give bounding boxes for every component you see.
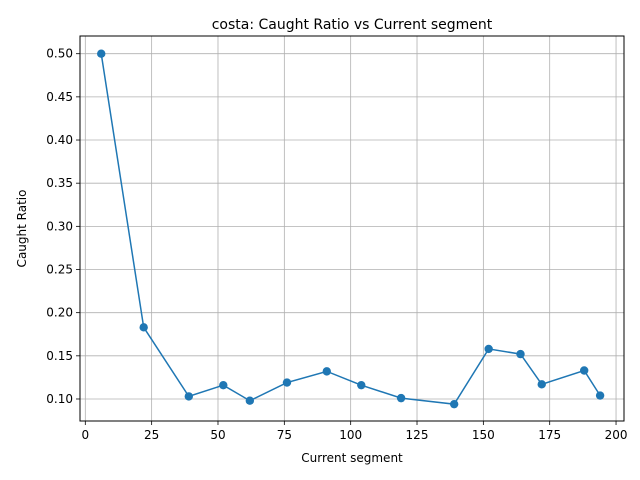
x-tick-label: 200 (605, 428, 628, 442)
y-tick-label: 0.30 (46, 219, 73, 233)
y-tick-label: 0.40 (46, 133, 73, 147)
y-axis-label: Caught Ratio (15, 190, 29, 268)
x-tick-label: 75 (277, 428, 292, 442)
y-tick-label: 0.45 (46, 90, 73, 104)
x-tick-label: 0 (81, 428, 89, 442)
x-tick-label: 100 (339, 428, 362, 442)
y-tick-label: 0.50 (46, 47, 73, 61)
data-point (484, 344, 493, 354)
data-point (595, 391, 605, 400)
y-tick-label: 0.10 (46, 392, 73, 406)
data-point (537, 380, 546, 389)
y-tick-label: 0.20 (46, 306, 73, 320)
x-tick-label: 125 (406, 428, 429, 442)
data-point (282, 378, 292, 387)
chart-title: costa: Caught Ratio vs Current segment (212, 17, 493, 33)
axis-ticks: 0 25 50 75 100 125 150 175 200 0.10 0.15 0.20 0.25 0.… (46, 47, 627, 442)
data-point (396, 393, 406, 403)
data-point (97, 49, 106, 58)
data-point (184, 392, 193, 401)
x-axis-label: Current segment (301, 451, 403, 465)
grid-lines (80, 36, 624, 421)
data-point (322, 367, 331, 376)
x-tick-label: 150 (472, 428, 495, 442)
series-group (97, 49, 605, 409)
y-tick-label: 0.15 (46, 349, 73, 363)
data-point (219, 380, 228, 390)
y-tick-label: 0.35 (46, 176, 73, 190)
data-point (245, 396, 255, 405)
data-point (579, 366, 589, 375)
x-tick-label: 25 (144, 428, 159, 442)
data-point (516, 349, 525, 359)
plot-frame (79, 35, 625, 422)
x-tick-label: 175 (538, 428, 561, 442)
data-point (139, 323, 148, 332)
y-tick-label: 0.25 (46, 263, 73, 277)
x-tick-label: 50 (210, 428, 225, 442)
data-point (357, 380, 366, 390)
data-point (449, 399, 459, 409)
